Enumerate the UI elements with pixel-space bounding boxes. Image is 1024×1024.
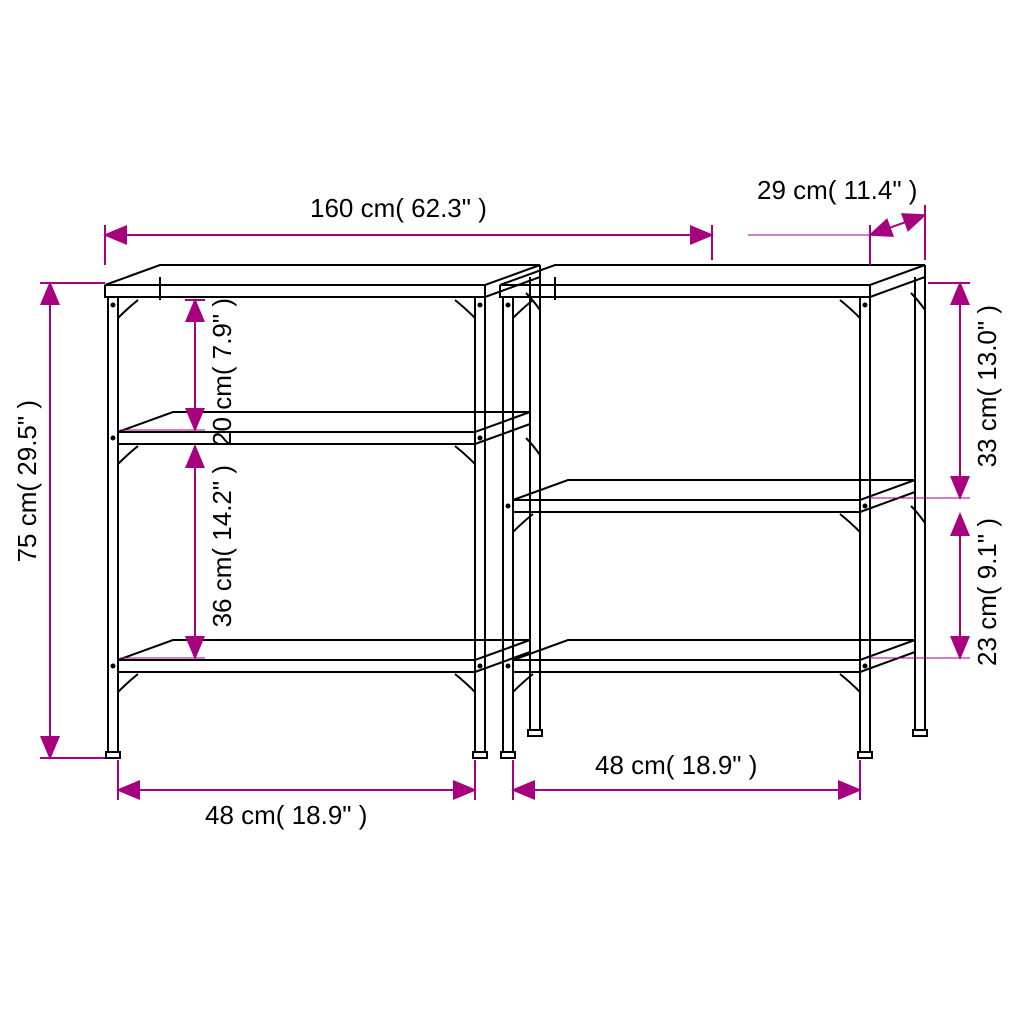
- label-right-33: 33 cm( 13.0" ): [972, 305, 1003, 467]
- dimension-lines: [40, 205, 970, 800]
- label-depth-top: 29 cm( 11.4" ): [757, 175, 917, 206]
- furniture-diagram: [0, 0, 1024, 1024]
- label-right-23: 23 cm( 9.1" ): [972, 518, 1003, 666]
- label-bottom-48-right: 48 cm( 18.9" ): [595, 750, 757, 781]
- diagram-container: 160 cm( 62.3" ) 29 cm( 11.4" ) 75 cm( 29…: [0, 0, 1024, 1024]
- label-inner-36: 36 cm( 14.2" ): [207, 465, 238, 627]
- label-bottom-48-left: 48 cm( 18.9" ): [205, 800, 367, 831]
- label-width-top: 160 cm( 62.3" ): [310, 193, 487, 224]
- label-inner-20: 20 cm( 7.9" ): [207, 298, 238, 446]
- label-height-left: 75 cm( 29.5" ): [12, 400, 43, 562]
